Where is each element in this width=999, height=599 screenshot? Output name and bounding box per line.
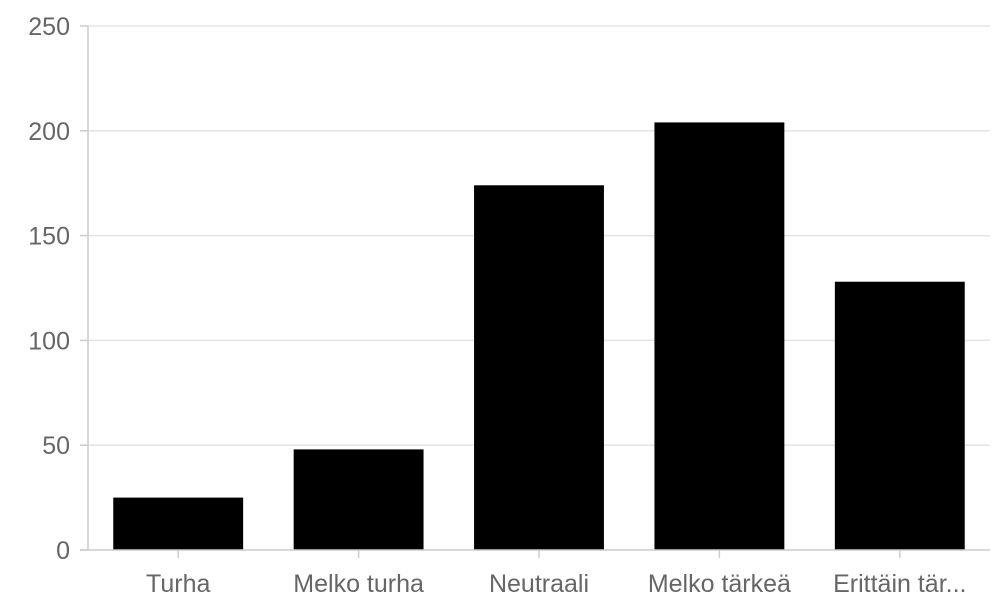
bar-3[interactable] xyxy=(654,122,785,550)
x-axis-ticks: Turha Melko turha Neutraali Melko tärkeä Eri… xyxy=(146,550,966,598)
x-tick-label-2: Neutraali xyxy=(489,570,589,598)
x-tick-label-3: Melko tärkeä xyxy=(648,570,791,598)
y-tick-label-150: 150 xyxy=(28,223,70,251)
x-tick-label-1: Melko turha xyxy=(293,570,424,598)
bar-1[interactable] xyxy=(293,449,424,550)
y-axis-ticks: 0 50 100 150 200 250 xyxy=(28,13,88,565)
bar-4[interactable] xyxy=(834,281,965,550)
y-tick-label-250: 250 xyxy=(28,13,70,41)
x-tick-label-0: Turha xyxy=(146,570,210,598)
y-tick-label-0: 0 xyxy=(56,537,70,565)
y-tick-label-200: 200 xyxy=(28,118,70,146)
y-tick-label-100: 100 xyxy=(28,327,70,355)
bars xyxy=(113,122,965,550)
x-tick-label-4: Erittäin tär... xyxy=(833,570,966,598)
bar-0[interactable] xyxy=(113,497,244,550)
bar-2[interactable] xyxy=(474,185,604,550)
y-tick-label-50: 50 xyxy=(42,432,70,460)
